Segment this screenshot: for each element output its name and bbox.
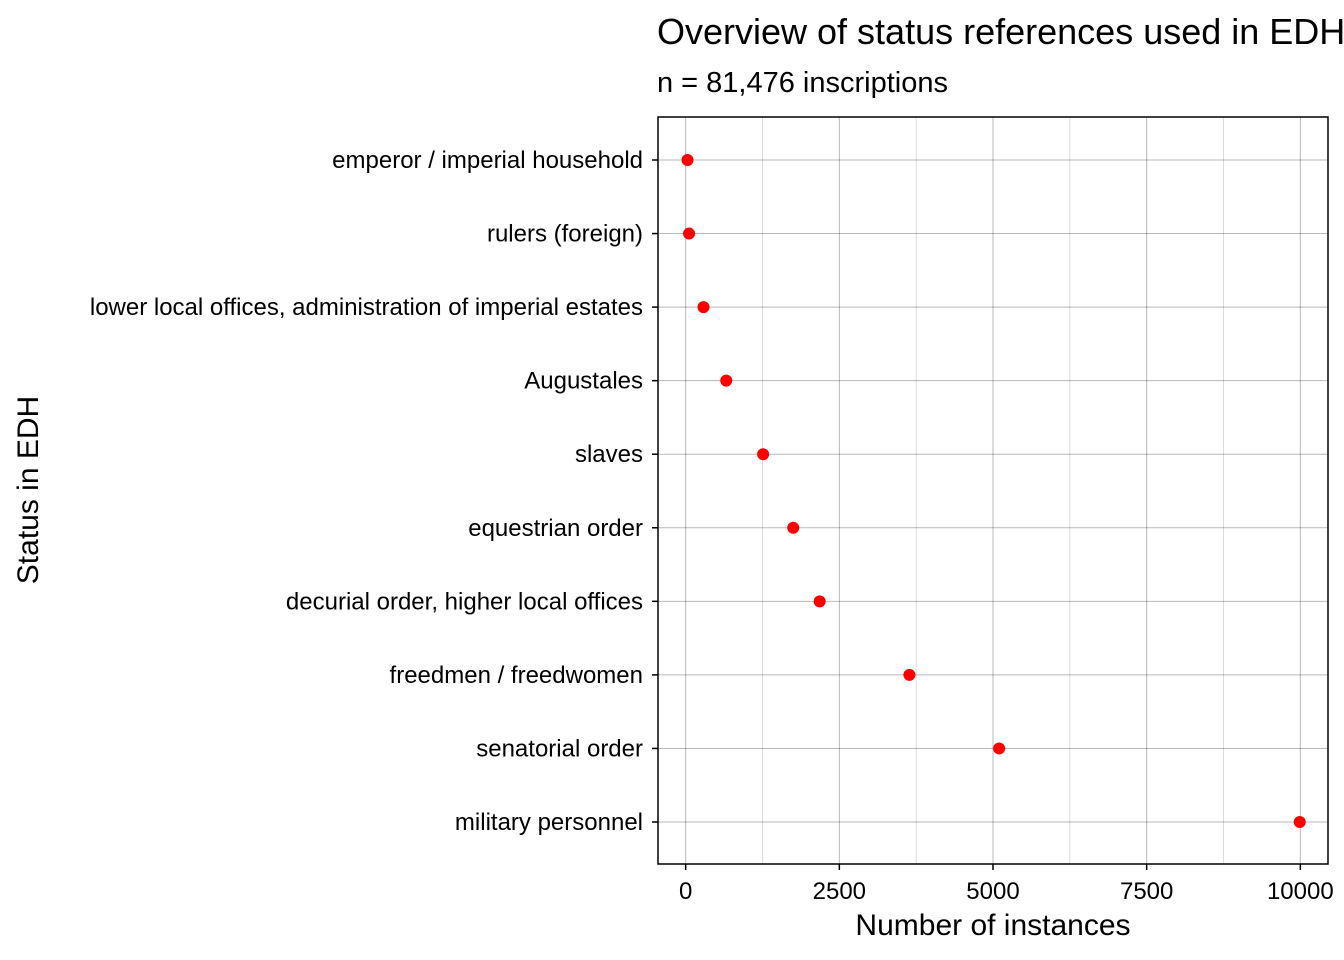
chart-subtitle: n = 81,476 inscriptions xyxy=(657,67,948,99)
y-tick-label: decurial order, higher local offices xyxy=(286,588,643,615)
x-tick-label: 10000 xyxy=(1267,878,1334,905)
y-tick-label: military personnel xyxy=(455,809,643,836)
data-point xyxy=(993,742,1006,755)
y-tick-label: freedmen / freedwomen xyxy=(390,662,643,689)
data-point xyxy=(697,301,710,314)
data-point xyxy=(903,668,916,681)
y-tick-label: slaves xyxy=(575,441,643,468)
data-point xyxy=(787,521,800,534)
data-point xyxy=(757,448,770,461)
x-tick-label: 0 xyxy=(679,878,692,905)
y-tick-label: senatorial order xyxy=(476,735,643,762)
x-axis-title: Number of instances xyxy=(855,909,1130,942)
y-axis-title: Status in EDH xyxy=(12,396,45,584)
data-point xyxy=(813,595,826,608)
data-point xyxy=(681,154,694,166)
chart-title: Overview of status references used in ED… xyxy=(657,11,1344,52)
grid-lines xyxy=(658,117,1328,864)
y-tick-label: rulers (foreign) xyxy=(487,221,643,248)
y-tick-label: lower local offices, administration of i… xyxy=(90,294,643,321)
x-tick-label: 5000 xyxy=(966,878,1019,905)
y-tick-label: Augustales xyxy=(524,368,643,395)
data-point xyxy=(720,374,733,387)
y-axis: emperor / imperial household rulers (fore… xyxy=(90,147,658,836)
data-point xyxy=(1293,816,1306,828)
x-tick-label: 7500 xyxy=(1120,878,1173,905)
x-tick-label: 2500 xyxy=(813,878,866,905)
y-tick-label: equestrian order xyxy=(468,515,643,542)
y-tick-label: emperor / imperial household xyxy=(332,147,643,174)
data-point xyxy=(683,227,696,240)
data-points xyxy=(681,154,1306,828)
x-axis: 0 2500 5000 7500 10000 xyxy=(679,864,1334,905)
